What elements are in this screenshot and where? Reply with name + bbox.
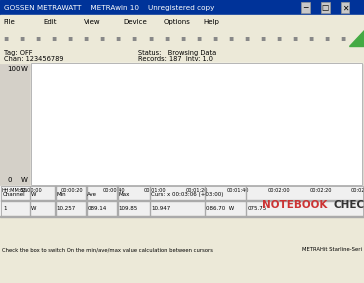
Text: ▪: ▪ bbox=[68, 33, 73, 42]
Text: 10.257: 10.257 bbox=[56, 206, 76, 211]
Text: 00:01:00: 00:01:00 bbox=[144, 188, 166, 193]
Text: ▪: ▪ bbox=[132, 33, 137, 42]
Text: ▪: ▪ bbox=[180, 33, 185, 42]
Text: ▪: ▪ bbox=[52, 33, 57, 42]
Text: Curs: x 00:03:06 (+03:00): Curs: x 00:03:06 (+03:00) bbox=[151, 192, 223, 197]
Text: ✕: ✕ bbox=[342, 3, 348, 12]
Text: File: File bbox=[4, 19, 15, 25]
Text: ▪: ▪ bbox=[196, 33, 201, 42]
Text: View: View bbox=[84, 19, 100, 25]
Text: ▪: ▪ bbox=[244, 33, 249, 42]
Text: ▪: ▪ bbox=[164, 33, 169, 42]
Text: 00:00:00: 00:00:00 bbox=[20, 188, 42, 193]
Text: 00:00:40: 00:00:40 bbox=[102, 188, 125, 193]
Text: Tag: OFF: Tag: OFF bbox=[4, 50, 32, 56]
Text: METRAHit Starline-Seri: METRAHit Starline-Seri bbox=[302, 247, 362, 252]
Text: 00:01:40: 00:01:40 bbox=[227, 188, 249, 193]
Text: ▪: ▪ bbox=[100, 33, 105, 42]
Text: ▪: ▪ bbox=[212, 33, 217, 42]
Text: 00:02:40: 00:02:40 bbox=[351, 188, 364, 193]
Text: □: □ bbox=[322, 3, 329, 12]
Text: W: W bbox=[21, 177, 28, 183]
Text: Records: 187  Intv: 1.0: Records: 187 Intv: 1.0 bbox=[138, 56, 213, 62]
Text: GOSSEN METRAWATT    METRAwin 10    Unregistered copy: GOSSEN METRAWATT METRAwin 10 Unregistere… bbox=[4, 5, 214, 11]
Text: −: − bbox=[302, 3, 309, 12]
Text: W: W bbox=[31, 206, 36, 211]
Text: ▪: ▪ bbox=[36, 33, 41, 42]
Text: 109.85: 109.85 bbox=[118, 206, 138, 211]
Text: 00:01:20: 00:01:20 bbox=[185, 188, 208, 193]
Text: 075.75: 075.75 bbox=[248, 206, 267, 211]
Text: 00:02:00: 00:02:00 bbox=[268, 188, 291, 193]
Text: Options: Options bbox=[164, 19, 191, 25]
Text: 00:00:20: 00:00:20 bbox=[61, 188, 84, 193]
Text: Channel: Channel bbox=[3, 192, 25, 197]
Text: ▪: ▪ bbox=[340, 33, 345, 42]
Text: ▪: ▪ bbox=[84, 33, 89, 42]
Text: ▪: ▪ bbox=[260, 33, 265, 42]
Text: HH:MM:SS: HH:MM:SS bbox=[1, 188, 27, 193]
Text: NOTEBOOK: NOTEBOOK bbox=[262, 200, 328, 210]
Text: 100: 100 bbox=[7, 66, 21, 72]
Text: Ave: Ave bbox=[87, 192, 97, 197]
Text: ▪: ▪ bbox=[292, 33, 297, 42]
Text: ▪: ▪ bbox=[228, 33, 233, 42]
Text: 0: 0 bbox=[7, 177, 12, 183]
Text: 1: 1 bbox=[3, 206, 7, 211]
Text: ▪: ▪ bbox=[20, 33, 25, 42]
Text: W: W bbox=[21, 66, 28, 72]
Text: Help: Help bbox=[204, 19, 220, 25]
Text: Max: Max bbox=[118, 192, 130, 197]
Text: ▪: ▪ bbox=[116, 33, 121, 42]
Text: Check the box to switch On the min/ave/max value calculation between cursors: Check the box to switch On the min/ave/m… bbox=[2, 247, 213, 252]
Text: Edit: Edit bbox=[44, 19, 57, 25]
Text: ▪: ▪ bbox=[276, 33, 281, 42]
Text: Status:   Browsing Data: Status: Browsing Data bbox=[138, 50, 217, 56]
Text: ▪: ▪ bbox=[4, 33, 9, 42]
Text: ▪: ▪ bbox=[148, 33, 153, 42]
Text: 089.14: 089.14 bbox=[87, 206, 107, 211]
Text: W: W bbox=[31, 192, 36, 197]
Text: Min: Min bbox=[56, 192, 66, 197]
Text: CHECK: CHECK bbox=[333, 200, 364, 210]
Text: ▪: ▪ bbox=[308, 33, 313, 42]
Text: 00:02:20: 00:02:20 bbox=[309, 188, 332, 193]
Text: 086.70  W: 086.70 W bbox=[206, 206, 234, 211]
Text: Device: Device bbox=[124, 19, 147, 25]
Text: 10.947: 10.947 bbox=[151, 206, 170, 211]
Text: Chan: 123456789: Chan: 123456789 bbox=[4, 56, 63, 62]
Text: ▪: ▪ bbox=[324, 33, 329, 42]
